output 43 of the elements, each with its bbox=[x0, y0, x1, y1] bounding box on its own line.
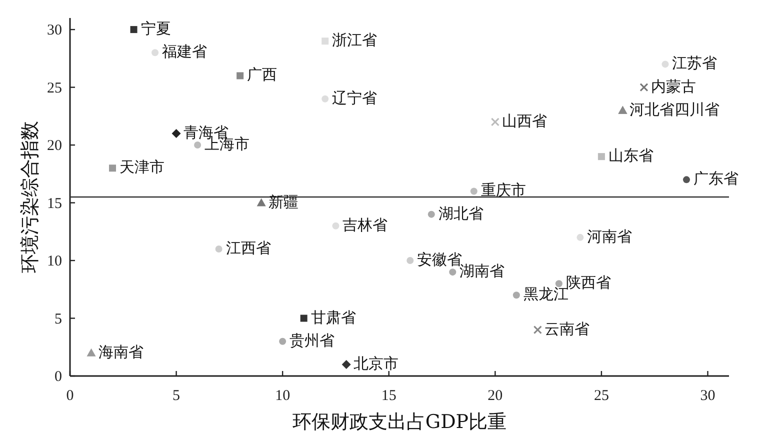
x-tick-label: 5 bbox=[172, 388, 180, 404]
series-label: 江苏省 bbox=[672, 54, 718, 72]
series-label: 重庆市 bbox=[480, 181, 526, 200]
series-label: 福建省 bbox=[162, 42, 208, 61]
x-tick-label: 15 bbox=[381, 388, 396, 404]
text: 四川省 bbox=[674, 100, 720, 118]
y-tick-label: 25 bbox=[47, 80, 62, 96]
y-tick-label: 20 bbox=[47, 138, 62, 154]
x-tick-label: 30 bbox=[700, 388, 716, 404]
y-tick-label: 5 bbox=[54, 311, 62, 328]
series-label: 新疆 bbox=[268, 192, 298, 211]
y-tick-label: 10 bbox=[47, 254, 62, 270]
series-label: 广东省 bbox=[693, 170, 738, 188]
series-label: 天津市 bbox=[120, 158, 165, 176]
x-axis-title: 环保财政支出占GDP比重 bbox=[292, 411, 507, 433]
series-label: 贵州省 bbox=[290, 331, 335, 350]
series-label: 江西省 bbox=[226, 238, 271, 257]
series-label: 陕西省 bbox=[566, 274, 611, 292]
series-label: 宁夏 bbox=[140, 20, 171, 38]
series-label: 浙江省 bbox=[332, 31, 378, 50]
y-tick-label: 15 bbox=[47, 196, 62, 212]
x-tick-label: 25 bbox=[594, 388, 609, 404]
x-tick-label: 20 bbox=[488, 388, 503, 404]
y-axis-title: 环境污染综合指数 bbox=[19, 121, 41, 273]
x-tick-label: 0 bbox=[66, 388, 74, 404]
series-label: 山东省 bbox=[608, 146, 654, 165]
series-label: 甘肃省 bbox=[310, 308, 356, 326]
series-label: 内蒙古 bbox=[650, 77, 696, 96]
series-label: 山西省 bbox=[502, 112, 548, 130]
series-label: 广西 bbox=[247, 66, 278, 84]
y-tick-label: 0 bbox=[54, 369, 62, 385]
series-label: 湖北省 bbox=[438, 204, 484, 222]
series-label: 海南省 bbox=[98, 342, 144, 361]
y-tick-label: 30 bbox=[47, 22, 62, 39]
series-label: 吉林省 bbox=[342, 216, 388, 234]
series-label: 辽宁省 bbox=[332, 88, 378, 107]
series-label: 云南省 bbox=[544, 320, 590, 338]
series-label: 湖南省 bbox=[460, 262, 505, 280]
series-label: 北京市 bbox=[353, 354, 398, 372]
x-tick-label: 10 bbox=[275, 388, 290, 404]
series-label: 河北省 bbox=[630, 100, 675, 118]
series-label: 黑龙江 bbox=[523, 285, 568, 304]
series-label: 河南省 bbox=[587, 227, 632, 246]
